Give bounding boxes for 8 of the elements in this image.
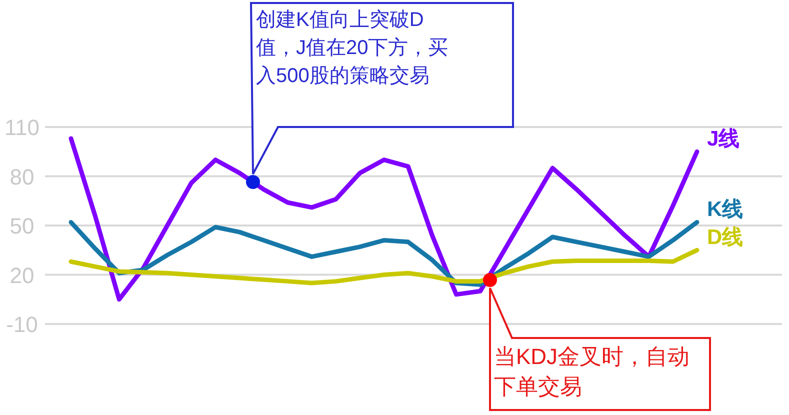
line-series — [68, 248, 700, 286]
line-series — [68, 220, 700, 287]
line-series — [68, 136, 700, 302]
series-label: K线 — [707, 198, 744, 222]
text: 创建K值向上突破D值，J值在20下方，买入500股的策略交易 — [256, 8, 450, 89]
series-label: J线 — [707, 128, 740, 151]
series-label: D线 — [707, 226, 744, 250]
text: 当KDJ金叉时，自动下单交易 — [494, 343, 691, 401]
